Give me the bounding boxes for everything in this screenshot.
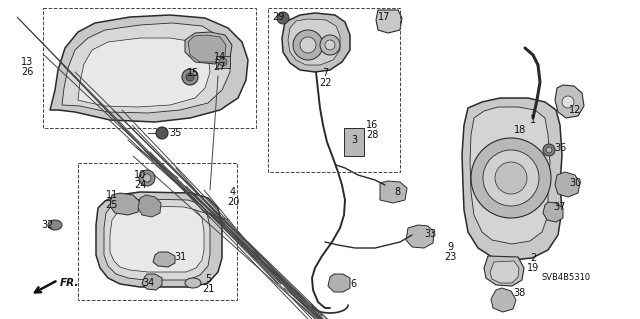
Text: 15: 15 <box>187 68 199 78</box>
Text: 11: 11 <box>106 190 118 200</box>
Text: 6: 6 <box>350 279 356 289</box>
Bar <box>268 8 400 172</box>
Circle shape <box>186 73 194 81</box>
Text: 3: 3 <box>351 135 357 145</box>
Text: 4: 4 <box>230 187 236 197</box>
Text: 38: 38 <box>513 288 525 298</box>
Polygon shape <box>470 107 550 244</box>
Circle shape <box>546 147 552 153</box>
Text: 10: 10 <box>134 170 146 180</box>
Text: 9: 9 <box>447 242 453 252</box>
Circle shape <box>300 37 316 53</box>
Text: 32: 32 <box>42 220 54 230</box>
Polygon shape <box>555 85 584 118</box>
Polygon shape <box>543 202 563 222</box>
Polygon shape <box>491 288 516 312</box>
Text: 1: 1 <box>530 115 536 125</box>
Circle shape <box>219 58 227 66</box>
Polygon shape <box>96 192 222 287</box>
Text: 29: 29 <box>272 12 284 22</box>
Polygon shape <box>50 15 248 122</box>
Circle shape <box>543 144 555 156</box>
Polygon shape <box>188 35 226 62</box>
Circle shape <box>293 30 323 60</box>
Polygon shape <box>380 181 407 203</box>
Polygon shape <box>288 19 340 65</box>
Polygon shape <box>138 195 161 217</box>
Circle shape <box>495 162 527 194</box>
Polygon shape <box>110 206 204 272</box>
Circle shape <box>471 138 551 218</box>
Polygon shape <box>104 199 210 280</box>
Text: FR.: FR. <box>60 278 79 288</box>
Text: 28: 28 <box>366 130 378 140</box>
Text: 26: 26 <box>21 67 33 77</box>
Polygon shape <box>406 225 434 248</box>
Text: 35: 35 <box>169 128 181 138</box>
Text: 8: 8 <box>394 187 400 197</box>
Text: 30: 30 <box>569 178 581 188</box>
Text: 25: 25 <box>106 200 118 210</box>
Bar <box>216 56 230 68</box>
Polygon shape <box>110 193 140 215</box>
Circle shape <box>277 12 289 24</box>
Text: 17: 17 <box>378 12 390 22</box>
Text: 31: 31 <box>174 252 186 262</box>
Text: 24: 24 <box>134 180 146 190</box>
Ellipse shape <box>48 220 62 230</box>
Bar <box>78 163 237 300</box>
Circle shape <box>143 174 151 182</box>
Text: SVB4B5310: SVB4B5310 <box>541 273 591 283</box>
Bar <box>344 128 364 156</box>
Circle shape <box>139 170 155 186</box>
Text: 5: 5 <box>205 274 211 284</box>
Polygon shape <box>78 38 210 107</box>
Polygon shape <box>153 252 175 267</box>
Polygon shape <box>462 98 562 260</box>
Text: 21: 21 <box>202 284 214 294</box>
Text: 14: 14 <box>214 52 226 62</box>
Circle shape <box>325 40 335 50</box>
Circle shape <box>182 69 198 85</box>
Polygon shape <box>555 172 580 197</box>
Text: 36: 36 <box>554 143 566 153</box>
Text: 16: 16 <box>366 120 378 130</box>
Text: 13: 13 <box>21 57 33 67</box>
Ellipse shape <box>185 278 201 288</box>
Text: 37: 37 <box>554 202 566 212</box>
Text: 20: 20 <box>227 197 239 207</box>
Text: 22: 22 <box>319 78 332 88</box>
Polygon shape <box>185 32 232 64</box>
Polygon shape <box>282 13 350 72</box>
Circle shape <box>320 35 340 55</box>
Text: 12: 12 <box>569 105 581 115</box>
Text: 19: 19 <box>527 263 539 273</box>
Text: 34: 34 <box>142 278 154 288</box>
Bar <box>43 8 256 128</box>
Circle shape <box>562 96 574 108</box>
Circle shape <box>483 150 539 206</box>
Text: 27: 27 <box>214 62 227 72</box>
Text: 2: 2 <box>530 253 536 263</box>
Circle shape <box>156 127 168 139</box>
Text: 33: 33 <box>424 229 436 239</box>
Polygon shape <box>142 274 162 290</box>
Polygon shape <box>490 261 519 283</box>
Polygon shape <box>328 274 350 292</box>
Polygon shape <box>376 10 402 33</box>
Text: 18: 18 <box>514 125 526 135</box>
Polygon shape <box>62 23 230 113</box>
Text: 23: 23 <box>444 252 456 262</box>
Text: 7: 7 <box>322 68 328 78</box>
Polygon shape <box>484 256 524 286</box>
